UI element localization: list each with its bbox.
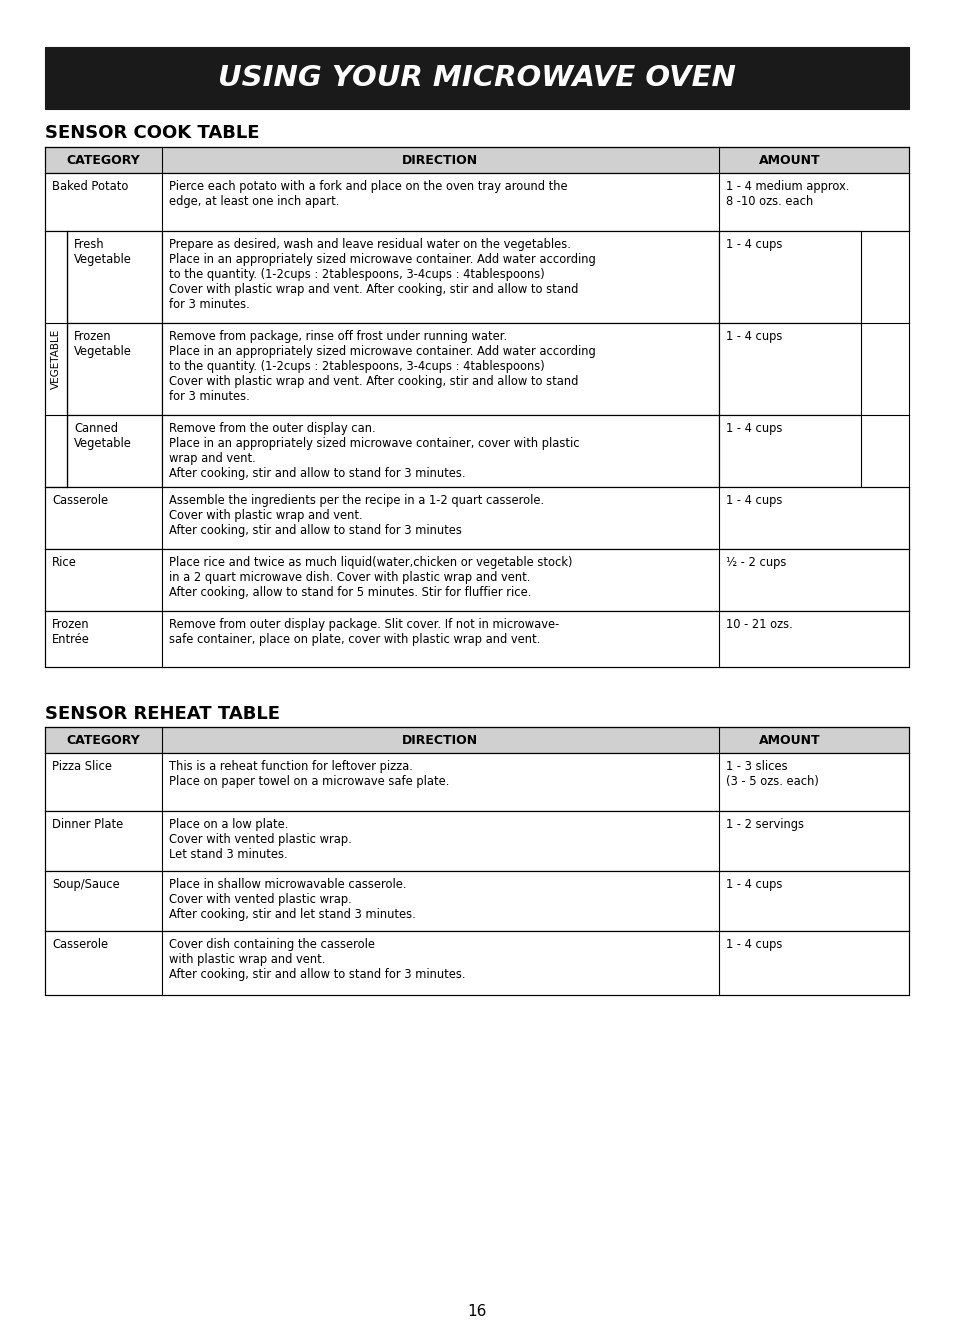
Bar [45, 753, 908, 811]
Bar [45, 47, 908, 109]
Text: VEGETABLE: VEGETABLE [51, 329, 61, 389]
Text: Casserole: Casserole [52, 938, 108, 951]
Bar [719, 231, 861, 323]
Text: 1 - 4 cups: 1 - 4 cups [725, 238, 781, 251]
Text: Baked Potato: Baked Potato [52, 180, 129, 193]
Text: Remove from package, rinse off frost under running water.
Place in an appropriat: Remove from package, rinse off frost und… [169, 330, 595, 403]
Text: Casserole: Casserole [52, 494, 108, 507]
Text: DIRECTION: DIRECTION [402, 153, 477, 166]
Text: 1 - 4 cups: 1 - 4 cups [725, 878, 781, 891]
Bar [719, 323, 861, 415]
Text: 10 - 21 ozs.: 10 - 21 ozs. [725, 619, 792, 631]
Text: SENSOR COOK TABLE: SENSOR COOK TABLE [45, 123, 259, 142]
Bar [45, 811, 908, 871]
Text: Place in shallow microwavable casserole.
Cover with vented plastic wrap.
After c: Place in shallow microwavable casserole.… [169, 878, 415, 921]
Bar [45, 931, 908, 994]
Text: SENSOR REHEAT TABLE: SENSOR REHEAT TABLE [45, 705, 280, 723]
Text: Canned
Vegetable: Canned Vegetable [74, 421, 132, 450]
Text: Place on a low plate.
Cover with vented plastic wrap.
Let stand 3 minutes.: Place on a low plate. Cover with vented … [169, 819, 351, 862]
Bar [161, 231, 719, 323]
Text: CATEGORY: CATEGORY [67, 153, 140, 166]
Text: CATEGORY: CATEGORY [67, 734, 140, 746]
Bar [67, 323, 161, 415]
Text: USING YOUR MICROWAVE OVEN: USING YOUR MICROWAVE OVEN [218, 64, 735, 93]
Text: 1 - 3 slices
(3 - 5 ozs. each): 1 - 3 slices (3 - 5 ozs. each) [725, 760, 818, 788]
Bar [45, 611, 908, 667]
Text: 1 - 4 cups: 1 - 4 cups [725, 330, 781, 344]
Text: 16: 16 [467, 1304, 486, 1319]
Bar [67, 231, 161, 323]
Bar [45, 487, 908, 549]
Bar [45, 173, 908, 231]
Bar [161, 323, 719, 415]
Bar [45, 871, 908, 931]
Text: Frozen
Vegetable: Frozen Vegetable [74, 330, 132, 358]
Bar [45, 727, 908, 753]
Bar [45, 148, 908, 173]
Bar [45, 231, 67, 487]
Text: ½ - 2 cups: ½ - 2 cups [725, 556, 785, 569]
Text: 1 - 2 servings: 1 - 2 servings [725, 819, 803, 831]
Text: Fresh
Vegetable: Fresh Vegetable [74, 238, 132, 266]
Text: 1 - 4 cups: 1 - 4 cups [725, 938, 781, 951]
Text: This is a reheat function for leftover pizza.
Place on paper towel on a microwav: This is a reheat function for leftover p… [169, 760, 449, 788]
Text: AMOUNT: AMOUNT [759, 153, 821, 166]
Bar [67, 415, 161, 487]
Text: AMOUNT: AMOUNT [759, 734, 821, 746]
Text: Remove from the outer display can.
Place in an appropriately sized microwave con: Remove from the outer display can. Place… [169, 421, 578, 480]
Text: Prepare as desired, wash and leave residual water on the vegetables.
Place in an: Prepare as desired, wash and leave resid… [169, 238, 595, 311]
Text: Place rice and twice as much liquid(water,chicken or vegetable stock)
in a 2 qua: Place rice and twice as much liquid(wate… [169, 556, 572, 599]
Text: 1 - 4 medium approx.
8 -10 ozs. each: 1 - 4 medium approx. 8 -10 ozs. each [725, 180, 848, 208]
Text: Rice: Rice [52, 556, 77, 569]
Text: 1 - 4 cups: 1 - 4 cups [725, 494, 781, 507]
Text: Cover dish containing the casserole
with plastic wrap and vent.
After cooking, s: Cover dish containing the casserole with… [169, 938, 465, 981]
Text: Assemble the ingredients per the recipe in a 1-2 quart casserole.
Cover with pla: Assemble the ingredients per the recipe … [169, 494, 543, 537]
Text: Pizza Slice: Pizza Slice [52, 760, 112, 773]
Text: Pierce each potato with a fork and place on the oven tray around the
edge, at le: Pierce each potato with a fork and place… [169, 180, 567, 208]
Bar [45, 549, 908, 611]
Text: 1 - 4 cups: 1 - 4 cups [725, 421, 781, 435]
Text: Frozen
Entrée: Frozen Entrée [52, 619, 90, 646]
Text: Remove from outer display package. Slit cover. If not in microwave-
safe contain: Remove from outer display package. Slit … [169, 619, 558, 646]
Bar [161, 415, 719, 487]
Text: Dinner Plate: Dinner Plate [52, 819, 123, 831]
Text: DIRECTION: DIRECTION [402, 734, 477, 746]
Bar [719, 415, 861, 487]
Text: Soup/Sauce: Soup/Sauce [52, 878, 120, 891]
